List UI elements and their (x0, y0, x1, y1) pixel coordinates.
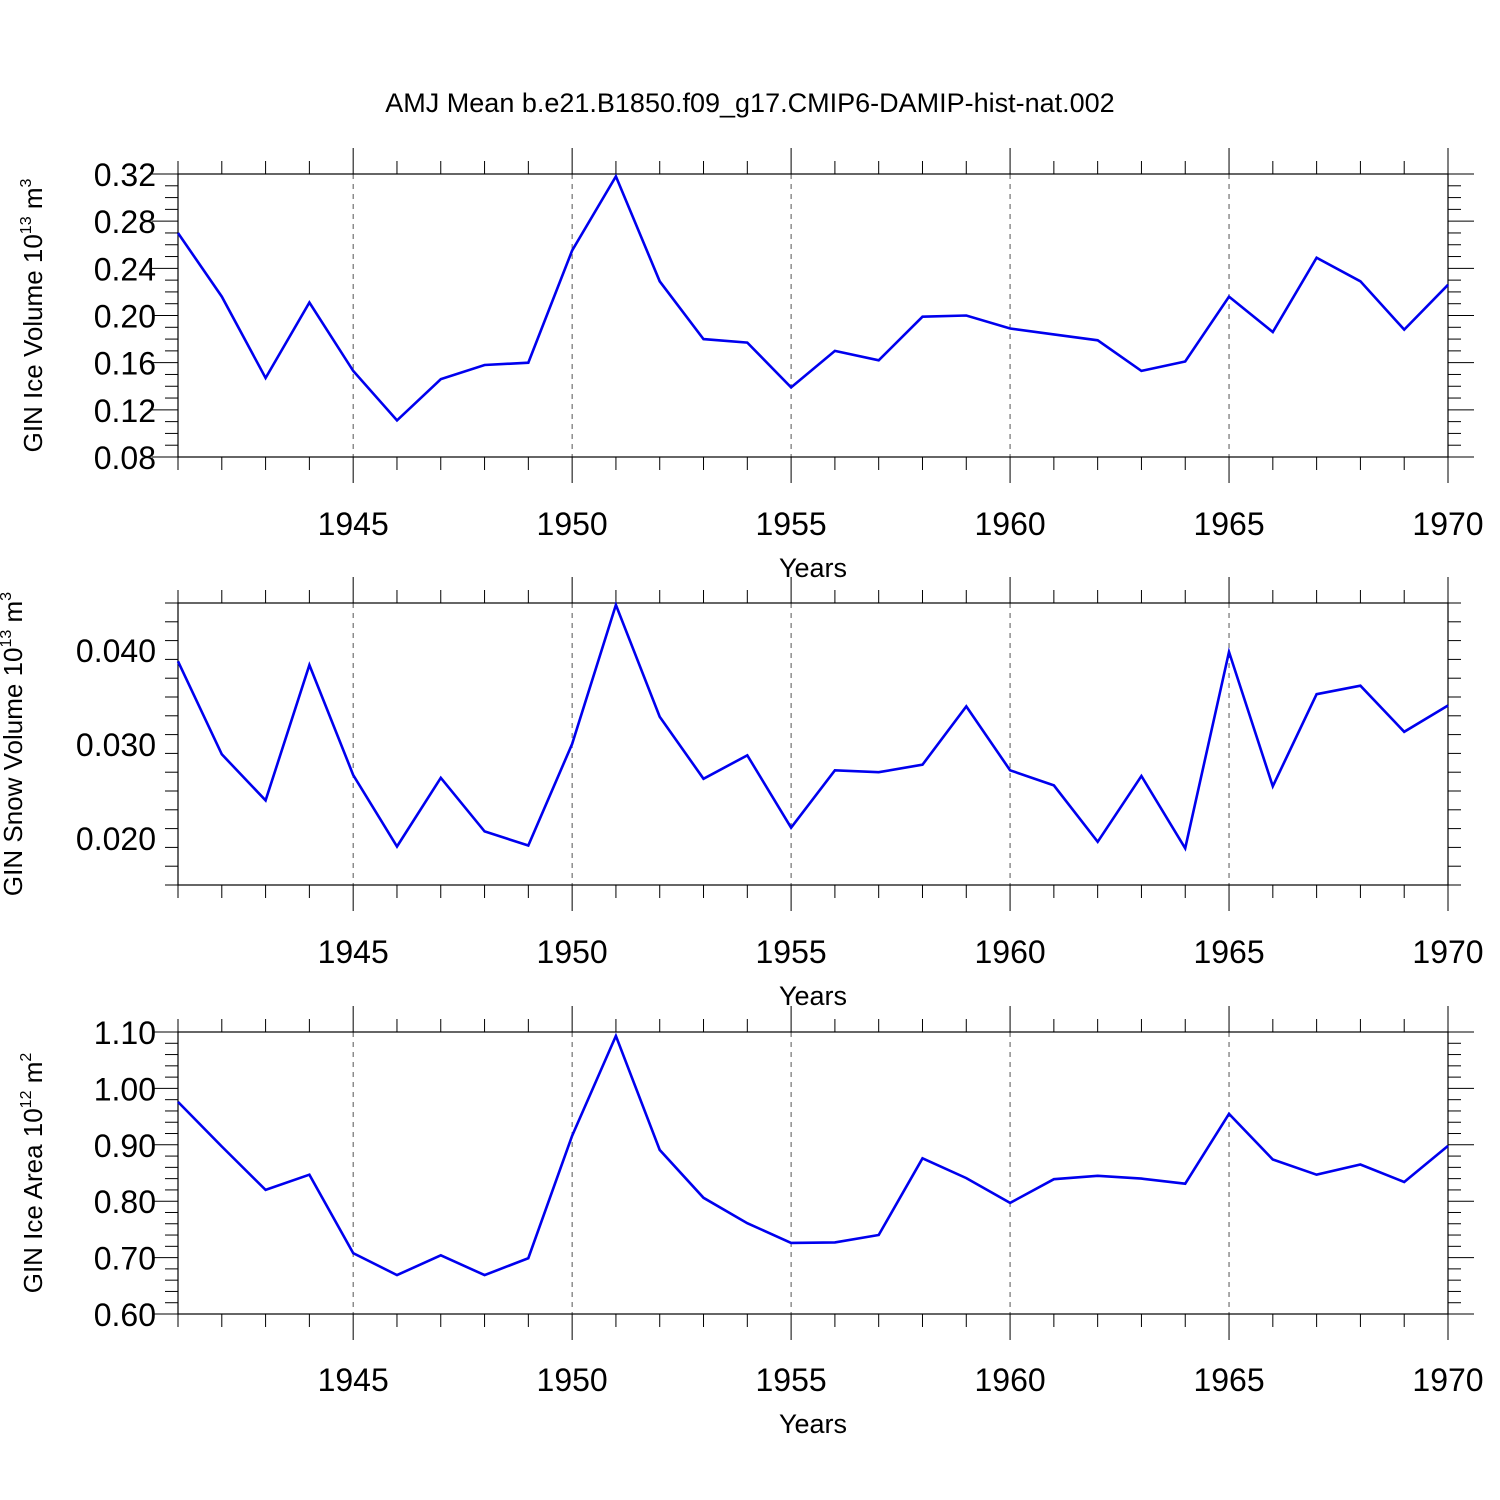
x-tick-label: 1960 (974, 1362, 1045, 1398)
panel-3: 0.60 0.70 0.80 0.90 1.00 1.10 1945 1950 1955 1960… (18, 1006, 1484, 1439)
x-axis-label: Years (779, 981, 847, 1011)
x-tick-label: 1955 (756, 934, 827, 970)
y-axis-label-text: GIN Ice Volume 10 (18, 234, 48, 452)
y-tick-label: 1.10 (94, 1015, 156, 1051)
y-tick-label: 0.32 (94, 157, 156, 193)
y-axis-label-unit-exponent: 2 (18, 1053, 35, 1062)
series-line (176, 173, 1449, 423)
y-tick-label: 1.00 (94, 1071, 156, 1107)
y-tick-label: 0.60 (94, 1297, 156, 1333)
y-axis-label-exponent: 13 (0, 630, 15, 648)
figure-title: AMJ Mean b.e21.B1850.f09_g17.CMIP6-DAMIP… (385, 88, 1114, 118)
x-tick-label: 1950 (537, 1362, 608, 1398)
panel-2: 0.020 0.030 0.040 1945 1950 1955 1960 1965 1970 Y… (0, 577, 1484, 1011)
y-tick-label: 0.90 (94, 1128, 156, 1164)
x-tick-label: 1970 (1412, 506, 1483, 542)
y-tick-label: 0.16 (94, 346, 156, 382)
x-tick-label: 1965 (1193, 934, 1264, 970)
x-tick-label: 1945 (318, 934, 389, 970)
x-tick-label: 1945 (318, 1362, 389, 1398)
plot-frame (177, 602, 1449, 886)
y-axis-label-unit: m (0, 601, 28, 630)
y-axis-label-text: GIN Snow Volume 10 (0, 648, 28, 897)
x-tick-label: 1970 (1412, 1362, 1483, 1398)
y-tick-label: 0.24 (94, 251, 156, 287)
x-tick-label: 1955 (756, 1362, 827, 1398)
x-tick-label: 1955 (756, 506, 827, 542)
series-line (177, 1032, 1449, 1277)
y-tick-label: 0.08 (94, 440, 156, 476)
x-tick-label: 1965 (1193, 1362, 1264, 1398)
x-tick-label: 1970 (1412, 934, 1483, 970)
panel-1: 0.08 0.12 0.16 0.20 0.24 0.28 0.32 1945 1950 1955… (18, 148, 1484, 583)
x-tick-label: 1960 (974, 934, 1045, 970)
y-axis-label-unit: m (18, 187, 48, 216)
y-axis-label: GIN Ice Volume 1013 m3 (18, 178, 48, 452)
series-line (176, 600, 1449, 852)
x-tick-label: 1950 (537, 934, 608, 970)
y-axis-label-exponent: 13 (18, 216, 35, 234)
y-axis-label-unit: m (18, 1062, 48, 1091)
panels: 0.08 0.12 0.16 0.20 0.24 0.28 0.32 1945 1950 1955… (0, 148, 1484, 1439)
x-tick-label: 1945 (318, 506, 389, 542)
y-tick-label: 0.020 (76, 821, 156, 857)
y-axis-label-unit-exponent: 3 (18, 178, 35, 187)
x-tick-label: 1960 (974, 506, 1045, 542)
x-tick-label: 1950 (537, 506, 608, 542)
y-axis-label: GIN Ice Area 1012 m2 (18, 1053, 48, 1294)
x-axis-label: Years (779, 553, 847, 583)
y-axis-label: GIN Snow Volume 1013 m3 (0, 592, 28, 896)
plot-frame (177, 1031, 1449, 1315)
y-tick-label: 0.80 (94, 1184, 156, 1220)
x-tick-label: 1965 (1193, 506, 1264, 542)
y-tick-label: 0.70 (94, 1241, 156, 1277)
y-tick-label: 0.040 (76, 633, 156, 669)
y-axis-label-exponent: 12 (18, 1090, 35, 1108)
y-tick-label: 0.20 (94, 299, 156, 335)
y-tick-label: 0.030 (76, 727, 156, 763)
y-axis-label-text: GIN Ice Area 10 (18, 1108, 48, 1293)
x-axis-label: Years (779, 1409, 847, 1439)
y-tick-label: 0.12 (94, 393, 156, 429)
y-tick-label: 0.28 (94, 204, 156, 240)
y-axis-label-unit-exponent: 3 (0, 592, 15, 601)
